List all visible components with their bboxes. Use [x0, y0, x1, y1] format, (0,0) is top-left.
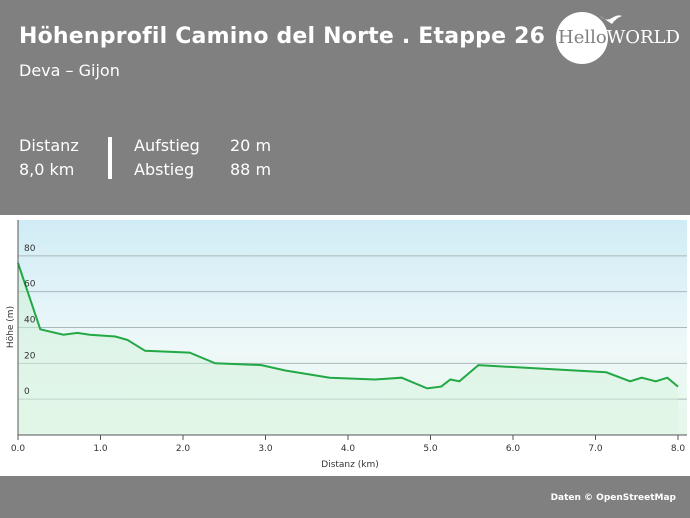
y-tick-label: 0	[24, 387, 30, 397]
page-title: Höhenprofil Camino del Norte . Etappe 26	[19, 24, 546, 49]
logo: HelloWORLD	[558, 27, 680, 48]
distance-label: Distanz	[19, 136, 79, 155]
elevation-area	[18, 263, 678, 435]
route-subtitle: Deva – Gijon	[19, 61, 120, 80]
x-tick-label: 7.0	[588, 444, 603, 454]
data-credit: Daten © OpenStreetMap	[550, 493, 676, 503]
logo-circle	[556, 12, 608, 64]
x-tick-label: 6.0	[506, 444, 521, 454]
ascent-value: 20 m	[230, 136, 272, 155]
x-tick-label: 0.0	[11, 444, 26, 454]
y-tick-label: 20	[24, 351, 36, 361]
x-tick-label: 5.0	[423, 444, 438, 454]
y-tick-label: 40	[24, 316, 36, 326]
chart-svg: 0 20 40 60 80 0.0 1.0 2.0 3.0 4.0 5.0 6.0 7.0 8.0 Höh…	[6, 220, 687, 470]
x-tick-label: 8.0	[671, 444, 686, 454]
x-axis-label: Distanz (km)	[321, 460, 378, 470]
logo-world: WORLD	[606, 27, 680, 48]
footer: Daten © OpenStreetMap	[0, 476, 690, 518]
elevation-chart: 0 20 40 60 80 0.0 1.0 2.0 3.0 4.0 5.0 6.0 7.0 8.0 Höh…	[0, 215, 690, 476]
logo-hello: Hello	[558, 27, 607, 48]
x-tick-label: 2.0	[176, 444, 191, 454]
distance-stat: Distanz 8,0 km	[19, 134, 79, 182]
header: Höhenprofil Camino del Norte . Etappe 26…	[0, 0, 690, 215]
distance-value: 8,0 km	[19, 160, 75, 179]
descent-value: 88 m	[230, 160, 272, 179]
y-axis-label: Höhe (m)	[6, 306, 16, 348]
ascent-label: Aufstieg	[134, 136, 200, 155]
bird-icon	[600, 15, 622, 24]
x-tick-label: 4.0	[341, 444, 356, 454]
descent-label: Abstieg	[134, 160, 195, 179]
stat-divider	[108, 137, 112, 179]
ascent-descent-values: 20 m 88 m	[230, 134, 271, 182]
ascent-descent-labels: Aufstieg Abstieg	[134, 134, 200, 182]
y-tick-label: 60	[24, 280, 36, 290]
x-tick-label: 1.0	[93, 444, 108, 454]
x-tick-label: 3.0	[258, 444, 273, 454]
elevation-line	[17, 262, 679, 390]
y-tick-label: 80	[24, 244, 36, 254]
